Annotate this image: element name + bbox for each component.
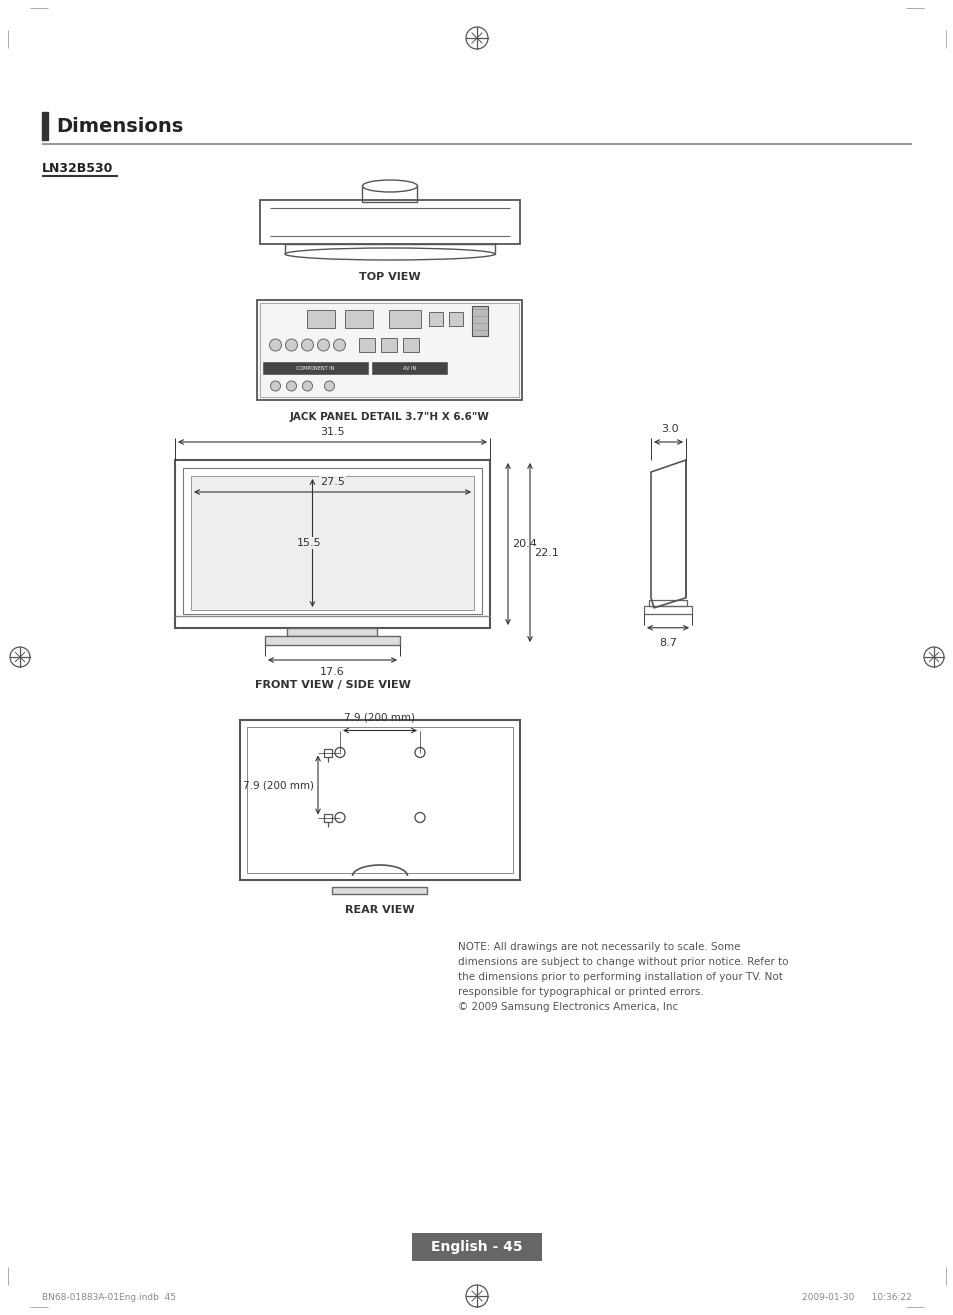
- Text: responsible for typographical or printed errors.: responsible for typographical or printed…: [457, 988, 703, 997]
- Bar: [389, 310, 421, 327]
- Text: 17.6: 17.6: [320, 667, 345, 677]
- Circle shape: [301, 339, 314, 351]
- Text: LN32B530: LN32B530: [42, 162, 113, 175]
- Text: 31.5: 31.5: [320, 427, 344, 437]
- Bar: [359, 338, 375, 352]
- Bar: [265, 636, 399, 644]
- Text: Dimensions: Dimensions: [56, 117, 183, 135]
- Bar: [285, 245, 495, 254]
- Circle shape: [317, 339, 329, 351]
- Bar: [449, 312, 463, 326]
- Bar: [260, 302, 519, 397]
- Circle shape: [286, 381, 296, 391]
- Text: BN68-01883A-01Eng.indb  45: BN68-01883A-01Eng.indb 45: [42, 1294, 175, 1302]
- Text: 2009-01-30      10:36:22: 2009-01-30 10:36:22: [801, 1294, 911, 1302]
- Text: 8.7: 8.7: [659, 638, 677, 648]
- Text: 3.0: 3.0: [660, 423, 679, 434]
- Bar: [643, 606, 691, 614]
- Bar: [648, 600, 686, 606]
- Text: 20.4: 20.4: [512, 539, 537, 548]
- Text: the dimensions prior to performing installation of your TV. Not: the dimensions prior to performing insta…: [457, 972, 782, 982]
- Text: REAR VIEW: REAR VIEW: [345, 905, 415, 915]
- Bar: [240, 721, 519, 880]
- Bar: [287, 629, 377, 636]
- Bar: [362, 185, 417, 203]
- Bar: [324, 748, 332, 756]
- Bar: [429, 312, 443, 326]
- Bar: [307, 310, 335, 327]
- Text: COMPONENT IN: COMPONENT IN: [296, 366, 335, 371]
- Circle shape: [285, 339, 297, 351]
- Circle shape: [269, 339, 281, 351]
- Text: dimensions are subject to change without prior notice. Refer to: dimensions are subject to change without…: [457, 957, 788, 967]
- Circle shape: [334, 339, 345, 351]
- Text: AV IN: AV IN: [402, 366, 416, 371]
- Bar: [260, 200, 519, 245]
- Text: 7.9 (200 mm): 7.9 (200 mm): [344, 713, 416, 722]
- Circle shape: [324, 381, 335, 391]
- Bar: [191, 476, 474, 610]
- Bar: [381, 338, 397, 352]
- Bar: [42, 112, 48, 139]
- Text: NOTE: All drawings are not necessarily to scale. Some: NOTE: All drawings are not necessarily t…: [457, 942, 740, 952]
- Bar: [257, 300, 522, 400]
- Text: JACK PANEL DETAIL 3.7"H X 6.6"W: JACK PANEL DETAIL 3.7"H X 6.6"W: [290, 412, 490, 422]
- Text: 22.1: 22.1: [534, 547, 558, 558]
- Text: FRONT VIEW / SIDE VIEW: FRONT VIEW / SIDE VIEW: [254, 680, 410, 690]
- Bar: [345, 310, 374, 327]
- Bar: [263, 362, 368, 373]
- Text: English - 45: English - 45: [431, 1240, 522, 1255]
- Bar: [183, 468, 481, 614]
- Bar: [403, 338, 419, 352]
- Circle shape: [271, 381, 280, 391]
- Bar: [372, 362, 447, 373]
- Circle shape: [302, 381, 313, 391]
- Text: 7.9 (200 mm): 7.9 (200 mm): [243, 780, 314, 790]
- Text: 27.5: 27.5: [319, 477, 345, 487]
- Ellipse shape: [285, 249, 495, 260]
- Bar: [324, 814, 332, 822]
- Text: 15.5: 15.5: [297, 538, 321, 548]
- Bar: [412, 1233, 541, 1261]
- Bar: [472, 306, 488, 337]
- Bar: [174, 460, 490, 629]
- Ellipse shape: [362, 180, 417, 192]
- Bar: [333, 888, 427, 894]
- Bar: [247, 727, 513, 873]
- Text: TOP VIEW: TOP VIEW: [359, 272, 420, 281]
- Text: © 2009 Samsung Electronics America, Inc: © 2009 Samsung Electronics America, Inc: [457, 1002, 678, 1013]
